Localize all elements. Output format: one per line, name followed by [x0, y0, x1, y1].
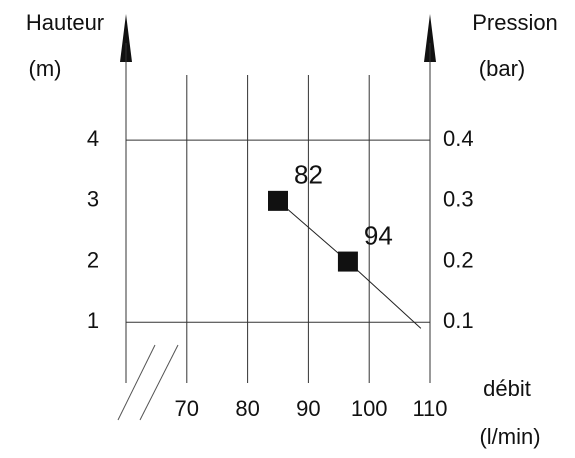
- x-tick-label: 90: [296, 396, 320, 421]
- axis-break: [117, 344, 156, 421]
- y2-tick-label: 0.4: [443, 126, 474, 151]
- x-label-unit: (l/min): [479, 424, 540, 449]
- y-tick-label: 2: [87, 247, 99, 272]
- y2-tick-label: 0.2: [443, 247, 474, 272]
- x-tick-label: 80: [235, 396, 259, 421]
- y-tick-label: 1: [87, 308, 99, 333]
- y2-label: Pression: [472, 10, 558, 35]
- point-label: 94: [364, 220, 393, 250]
- y2-tick-label: 0.1: [443, 308, 474, 333]
- x-tick-label: 100: [351, 396, 388, 421]
- y-arrow: [120, 14, 132, 62]
- point-label: 82: [294, 160, 323, 190]
- axis-break: [139, 344, 179, 421]
- x-tick-label: 70: [175, 396, 199, 421]
- x-tick-label: 110: [412, 396, 447, 421]
- point-marker: [268, 190, 288, 211]
- y-label: Hauteur: [26, 10, 104, 35]
- y2-label-unit: (bar): [479, 56, 525, 81]
- y-label-unit: (m): [29, 56, 62, 81]
- x-label: débit: [483, 376, 531, 401]
- y-tick-label: 4: [87, 126, 99, 151]
- y2-tick-label: 0.3: [443, 187, 474, 212]
- y-tick-label: 3: [87, 187, 99, 212]
- y2-arrow: [424, 14, 436, 62]
- point-marker: [337, 251, 358, 272]
